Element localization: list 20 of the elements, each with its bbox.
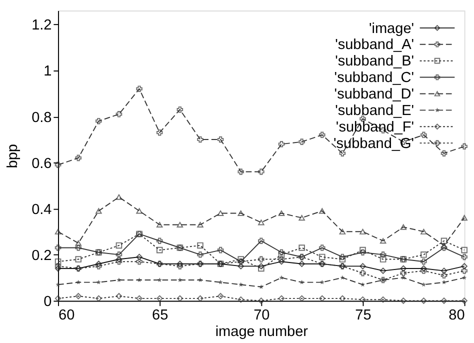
x-tick-label: 75: [355, 308, 372, 324]
x-axis-title: image number: [215, 324, 308, 340]
x-tick-label: 65: [152, 308, 168, 324]
legend-label: 'subband_A': [335, 37, 414, 54]
y-tick-label: 1.2: [32, 18, 52, 34]
legend-label: 'subband_B': [335, 54, 414, 70]
legend-label: 'subband_D': [334, 86, 414, 103]
y-tick-label: 0.8: [32, 110, 52, 126]
x-tick-label: 80: [448, 308, 465, 324]
y-axis-title: bpp: [5, 144, 22, 168]
legend-label: 'subband_E': [335, 103, 414, 120]
y-tick-label: 1: [44, 64, 52, 80]
y-tick-label: 0.4: [32, 202, 52, 218]
y-tick-label: 0.6: [32, 156, 52, 172]
legend-label: 'subband_C': [334, 70, 414, 86]
legend-label: 'image': [368, 20, 414, 37]
x-tick-label: 60: [58, 308, 75, 324]
x-tick-label: 70: [254, 308, 270, 324]
y-tick-label: 0: [44, 294, 52, 310]
y-tick-label: 0.2: [32, 248, 52, 264]
